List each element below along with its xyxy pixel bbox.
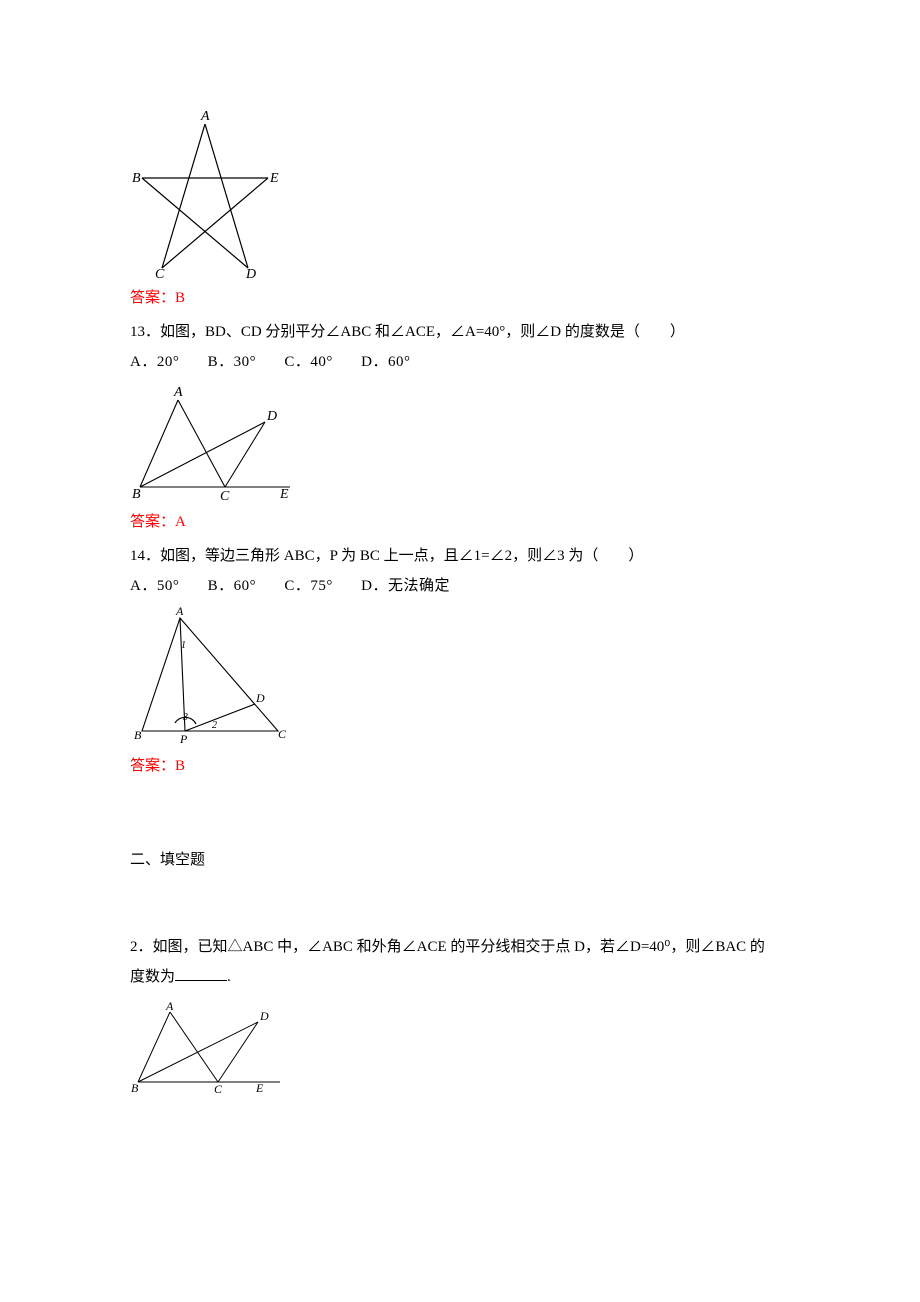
q14-option-b: B．60° (208, 574, 257, 598)
q2-line2-post: . (227, 969, 231, 985)
question-14-options: A．50° B．60° C．75° D．无法确定 (130, 574, 790, 598)
star-label-b: B (132, 171, 141, 186)
figure-q13: A B C D E (130, 382, 790, 502)
question-14-text: 14．如图，等边三角形 ABC，P 为 BC 上一点，且∠1=∠2，则∠3 为（… (130, 544, 790, 568)
q14-label-p: P (179, 732, 188, 746)
q2-line2-pre: 度数为 (130, 969, 175, 985)
q13-option-a: A．20° (130, 350, 179, 374)
question-13-options: A．20° B．30° C．40° D．60° (130, 350, 790, 374)
q2-label-b: B (131, 1081, 139, 1095)
q13-label-a: A (173, 385, 183, 400)
figure-star: A B C D E (130, 108, 790, 278)
answer-13: 答案：A (130, 510, 790, 534)
q14-label-3: 3 (182, 712, 188, 723)
q2-label-c: C (214, 1082, 223, 1095)
section-2-title: 二、填空题 (130, 848, 790, 872)
star-label-a: A (200, 109, 210, 124)
answer-14: 答案：B (130, 754, 790, 778)
q13-option-b: B．30° (208, 350, 257, 374)
star-label-c: C (155, 267, 165, 278)
q13-label-b: B (132, 487, 141, 502)
star-label-e: E (269, 171, 279, 186)
q14-option-a: A．50° (130, 574, 179, 598)
q2-blank (175, 966, 227, 981)
q2-label-a: A (165, 1000, 174, 1013)
answer-12: 答案：B (130, 286, 790, 310)
q14-option-d: D．无法确定 (361, 574, 450, 598)
q14-label-d: D (255, 691, 265, 705)
q14-label-1: 1 (181, 640, 186, 651)
fill-question-2: 2．如图，已知△ABC 中，∠ABC 和外角∠ACE 的平分线相交于点 D，若∠… (130, 932, 790, 992)
q14-label-c: C (278, 727, 287, 741)
star-label-d: D (245, 267, 256, 278)
q14-label-b: B (134, 728, 142, 742)
q2-label-d: D (259, 1009, 269, 1023)
figure-q14: A B C D P 1 2 3 (130, 606, 790, 746)
q13-label-c: C (220, 489, 230, 502)
q13-label-d: D (266, 409, 277, 424)
figure-q2: A B C D E (130, 1000, 790, 1095)
q14-label-a: A (175, 606, 184, 618)
question-13-text: 13．如图，BD、CD 分别平分∠ABC 和∠ACE，∠A=40°，则∠D 的度… (130, 320, 790, 344)
q2-line1: 2．如图，已知△ABC 中，∠ABC 和外角∠ACE 的平分线相交于点 D，若∠… (130, 939, 765, 955)
q14-label-2: 2 (212, 720, 217, 731)
q14-option-c: C．75° (284, 574, 333, 598)
q13-option-d: D．60° (361, 350, 410, 374)
q13-label-e: E (279, 487, 289, 502)
q13-option-c: C．40° (284, 350, 333, 374)
q2-label-e: E (255, 1081, 264, 1095)
